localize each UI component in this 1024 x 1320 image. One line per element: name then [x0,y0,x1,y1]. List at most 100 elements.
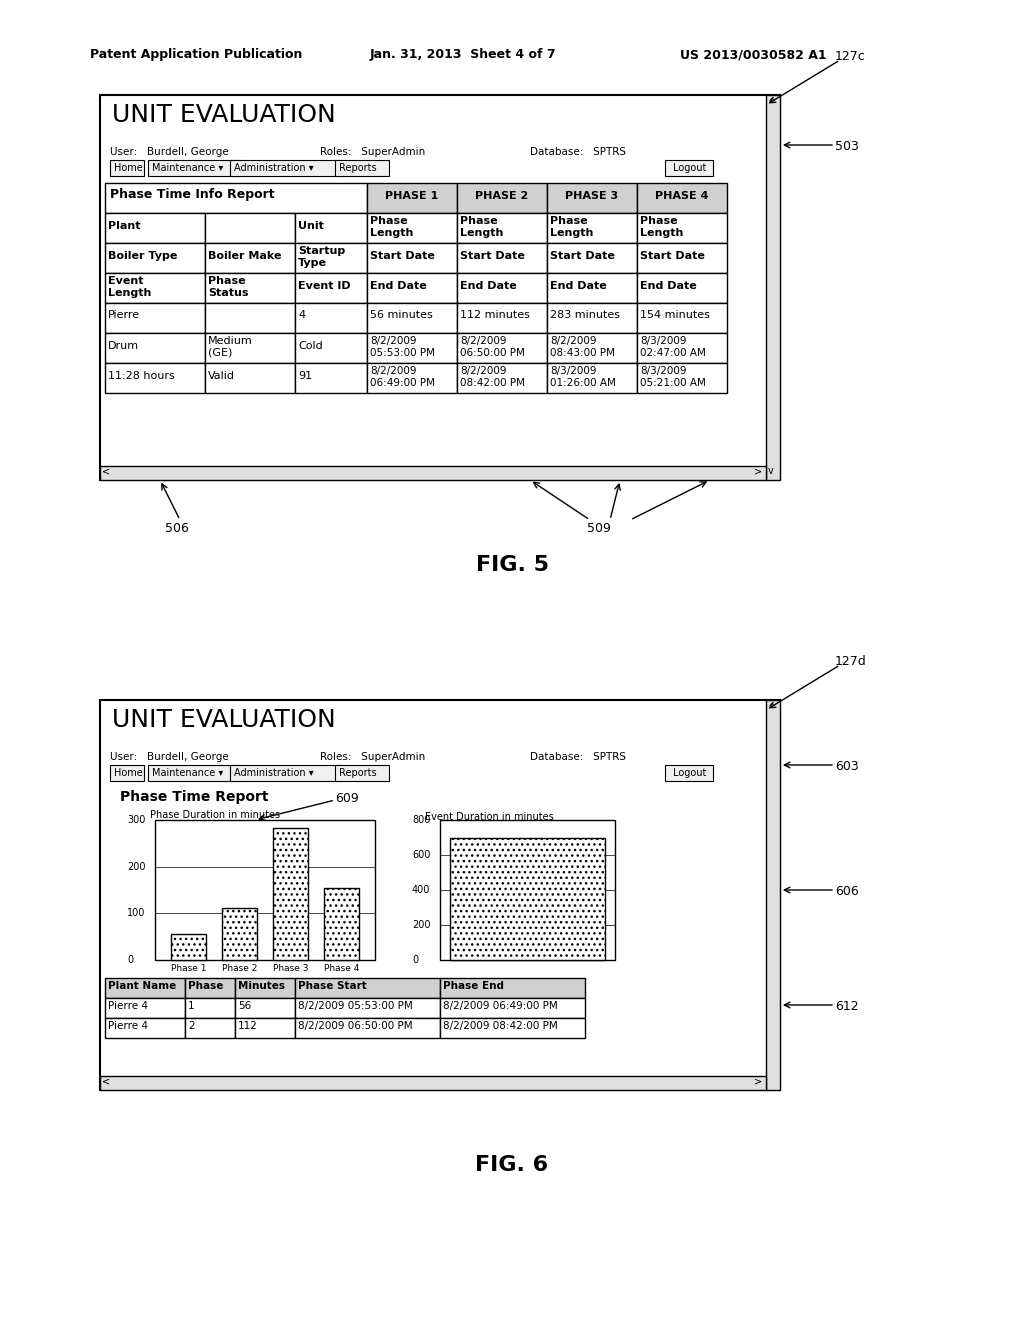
Text: Phase Time Report: Phase Time Report [120,789,268,804]
Text: Cold: Cold [298,341,323,351]
Text: 8/2/2009 08:42:00 PM: 8/2/2009 08:42:00 PM [443,1020,558,1031]
Text: Jan. 31, 2013  Sheet 4 of 7: Jan. 31, 2013 Sheet 4 of 7 [370,48,557,61]
Bar [110,160,144,176]
Bar [665,160,713,176]
Text: UNIT EVALUATION: UNIT EVALUATION [112,708,336,733]
Bar [295,304,367,333]
Bar [100,700,780,1090]
Text: Event
Length: Event Length [108,276,152,297]
Bar [766,700,780,1090]
Text: 8/2/2009 06:49:00 PM: 8/2/2009 06:49:00 PM [443,1001,558,1011]
Text: 112: 112 [238,1020,258,1031]
Bar [105,243,205,273]
Bar [205,273,295,304]
Text: Plant Name: Plant Name [108,981,176,991]
Text: Unit: Unit [298,220,324,231]
Bar [367,273,457,304]
Bar [171,933,206,960]
Text: 200: 200 [412,920,430,931]
Text: Startup
Type: Startup Type [298,246,345,268]
Text: 600: 600 [412,850,430,861]
Bar [295,998,440,1018]
Text: 8/2/2009
08:42:00 PM: 8/2/2009 08:42:00 PM [460,366,525,388]
Text: Phase
Length: Phase Length [370,216,414,238]
Text: Database:   SPTRS: Database: SPTRS [530,147,626,157]
Text: >: > [754,1077,762,1086]
Text: End Date: End Date [550,281,607,290]
Text: PHASE 1: PHASE 1 [385,191,438,201]
Bar [637,243,727,273]
Bar [155,820,375,960]
Text: Phase
Length: Phase Length [460,216,504,238]
Bar [547,273,637,304]
Text: UNIT EVALUATION: UNIT EVALUATION [112,103,336,127]
Text: End Date: End Date [370,281,427,290]
Text: Home: Home [114,768,142,777]
Text: 612: 612 [835,1001,859,1012]
Text: Phase: Phase [188,981,223,991]
Bar [547,243,637,273]
Text: Maintenance ▾: Maintenance ▾ [152,162,223,173]
Bar [105,998,185,1018]
Bar [185,1018,234,1038]
Bar [105,304,205,333]
Text: Phase 1: Phase 1 [171,964,206,973]
Text: ^: ^ [768,98,776,108]
Text: Administration ▾: Administration ▾ [234,768,313,777]
Text: Drum: Drum [108,341,139,351]
Text: User:   Burdell, George: User: Burdell, George [110,752,228,762]
Bar [295,1018,440,1038]
Bar [185,998,234,1018]
Text: 503: 503 [835,140,859,153]
Text: >: > [754,467,762,477]
Text: Home: Home [114,162,142,173]
Text: Phase Time Info Report: Phase Time Info Report [110,187,274,201]
Bar [335,160,388,176]
Bar [547,213,637,243]
Bar [105,213,205,243]
Bar [547,183,637,213]
Text: Start Date: Start Date [460,251,525,261]
Text: End Date: End Date [460,281,517,290]
Bar [367,243,457,273]
Text: Event ID: Event ID [298,281,350,290]
Text: <: < [102,1077,111,1086]
Bar [230,766,342,781]
Text: Pierre: Pierre [108,310,140,319]
Bar [547,304,637,333]
Text: 8/2/2009
06:50:00 PM: 8/2/2009 06:50:00 PM [460,337,525,358]
Text: Phase Start: Phase Start [298,981,367,991]
Bar [457,243,547,273]
Text: Phase Duration in minutes: Phase Duration in minutes [150,810,281,820]
Text: Reports: Reports [339,768,377,777]
Text: 56 minutes: 56 minutes [370,310,433,319]
Bar [273,828,308,960]
Text: FIG. 5: FIG. 5 [475,554,549,576]
Text: Start Date: Start Date [640,251,705,261]
Text: Phase End: Phase End [443,981,504,991]
Text: 112 minutes: 112 minutes [460,310,529,319]
Text: 1: 1 [188,1001,195,1011]
Bar [105,183,367,213]
Bar [105,1018,185,1038]
Bar [637,304,727,333]
Text: Valid: Valid [208,371,234,381]
Text: Boiler Type: Boiler Type [108,251,177,261]
Bar [295,273,367,304]
Bar [105,363,205,393]
Text: 8/3/2009
02:47:00 AM: 8/3/2009 02:47:00 AM [640,337,706,358]
Text: 400: 400 [412,884,430,895]
Bar [222,908,257,960]
Bar [148,160,241,176]
Text: 56: 56 [238,1001,251,1011]
Text: v: v [768,466,774,477]
Text: 11:28 hours: 11:28 hours [108,371,175,381]
Bar [234,1018,295,1038]
Text: 8/2/2009
06:49:00 PM: 8/2/2009 06:49:00 PM [370,366,435,388]
Bar [335,766,388,781]
Text: Plant: Plant [108,220,140,231]
Bar [100,1076,766,1090]
Bar [637,273,727,304]
Text: Phase
Status: Phase Status [208,276,249,297]
Bar [367,333,457,363]
